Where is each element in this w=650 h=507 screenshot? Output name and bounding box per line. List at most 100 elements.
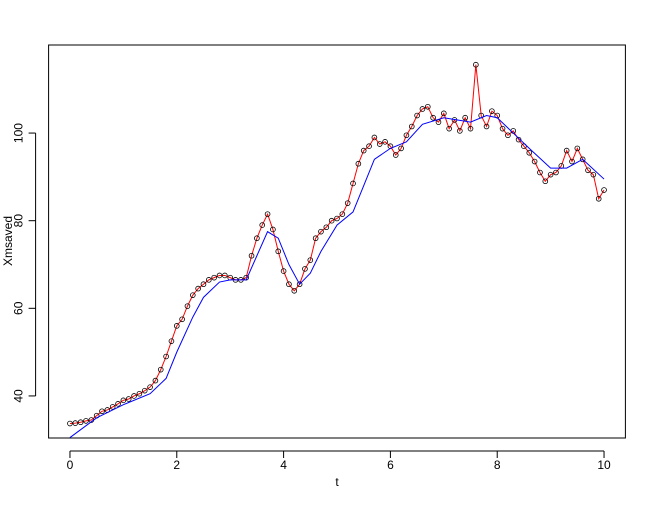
point [414,112,420,119]
point [382,139,388,145]
y-axis-label: Xmsaved [1,216,15,266]
point [248,252,255,259]
point [590,171,597,178]
point [184,303,191,309]
y-tick-label: 40 [12,389,26,403]
point [462,114,468,121]
point [355,160,362,167]
point [457,128,463,134]
point [563,147,570,154]
point [254,235,260,242]
point [441,110,447,117]
point [275,248,282,255]
point [424,103,431,110]
point [190,292,196,298]
point [302,266,308,272]
point [200,281,207,288]
point [537,169,543,176]
point [366,143,372,150]
point [72,420,79,426]
point [398,145,404,152]
point [286,281,292,288]
point [483,123,490,130]
point [574,145,581,152]
point [67,420,73,427]
point [152,377,159,384]
x-tick-label: 0 [67,458,74,472]
point [579,156,586,163]
point [371,134,378,141]
point [307,257,314,263]
point [339,211,346,217]
smooth-line [69,115,605,438]
point [601,187,607,193]
point [547,171,554,178]
point [446,125,452,132]
point [595,195,602,202]
point [392,152,399,158]
point [515,136,522,143]
y-tick-label: 60 [12,301,26,315]
point [99,408,105,415]
point [163,353,169,360]
point [499,125,506,132]
point [344,200,351,206]
point [569,158,575,165]
point [270,226,276,233]
point [147,384,153,390]
point [318,228,324,235]
point [264,211,271,217]
point [296,281,303,288]
point [280,268,287,274]
x-tick-label: 10 [597,458,611,472]
point [542,178,549,185]
point [120,397,127,404]
point [259,222,266,228]
point [323,224,330,231]
point [195,285,201,292]
point [136,390,143,397]
point [328,217,335,224]
point [291,287,298,294]
x-tick-label: 4 [280,458,287,472]
y-tick-label: 100 [12,123,26,143]
point [312,235,319,242]
point [206,277,212,283]
point [157,366,164,373]
point [168,338,175,344]
point [222,272,228,279]
point [473,61,479,68]
point [131,393,137,399]
plot-box [48,44,626,439]
point [125,396,132,402]
point [115,401,121,407]
point [216,272,223,279]
point [141,387,148,394]
point [109,404,116,410]
point [408,123,415,130]
point [419,106,426,112]
point [360,147,367,154]
point [505,132,511,139]
point [489,108,495,114]
x-tick-label: 2 [173,458,180,472]
point [376,141,383,147]
point [83,418,89,424]
point [467,125,474,132]
point [334,215,340,222]
point [553,169,559,176]
y-tick-label: 80 [12,214,26,228]
x-tick-label: 6 [387,458,394,472]
point [350,180,356,187]
point [585,167,591,174]
x-tick-label: 8 [494,458,501,472]
point [430,114,436,121]
point [211,274,217,281]
point [403,132,410,139]
point [173,323,180,329]
point [531,158,538,165]
x-axis-label: t [335,475,339,489]
connect-line [69,64,605,425]
